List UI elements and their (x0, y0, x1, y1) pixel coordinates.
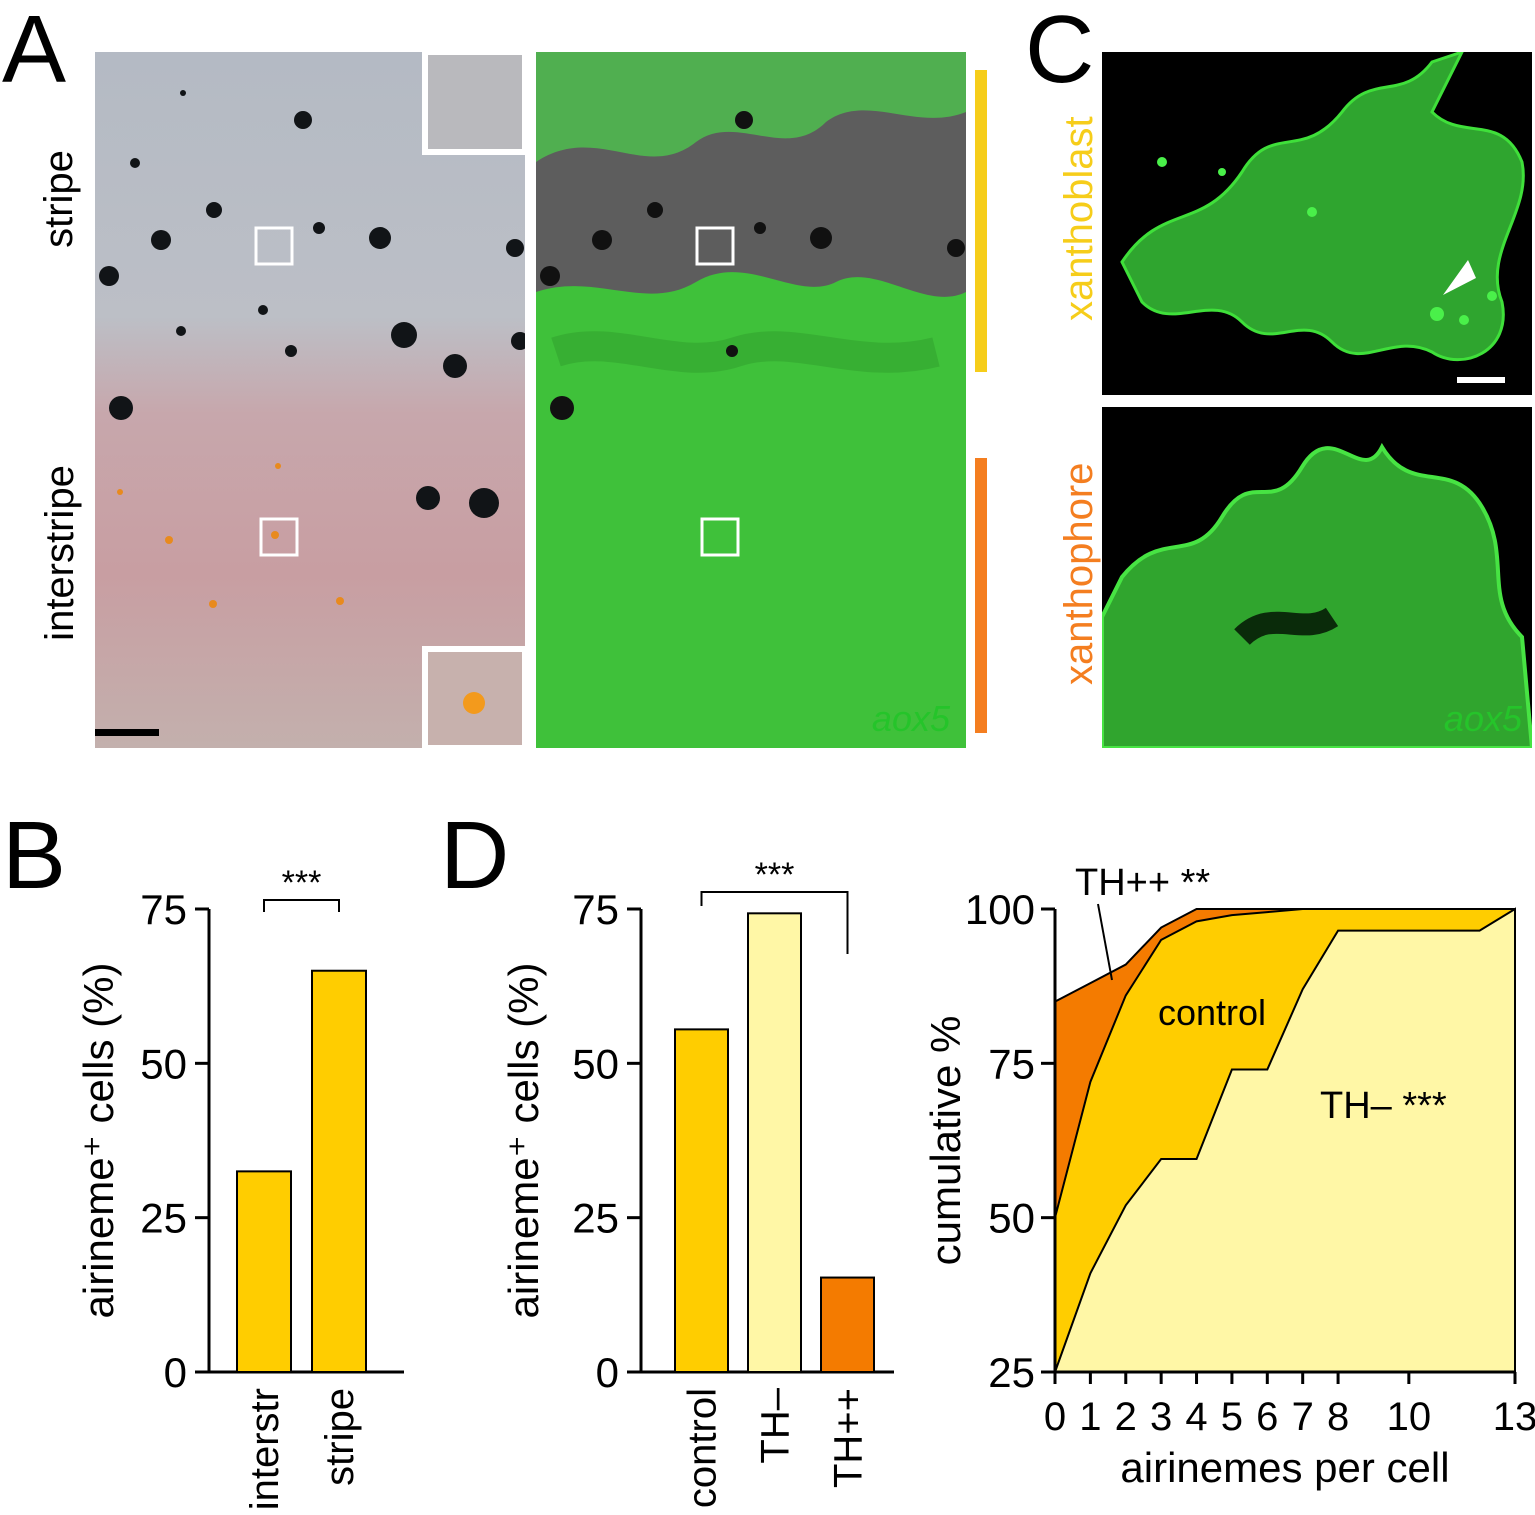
x-axis-title: airinemes per cell (1120, 1444, 1449, 1491)
significance-marker: *** (755, 856, 795, 894)
bar (820, 1276, 875, 1374)
significance-marker: *** (282, 864, 322, 902)
panel-letter-a: A (2, 0, 67, 103)
y-tick-label: 25 (140, 1195, 187, 1242)
chart-b: 0 25 50 75 interstr stripe airineme⁺ cells (%)… (75, 864, 404, 1510)
fluor-channel-label-a: aox5 (871, 698, 950, 739)
y-axis-title: airineme⁺ cells (%) (75, 963, 122, 1319)
annotation-thpp-leader (1097, 903, 1113, 981)
fluorescence-features (536, 52, 966, 748)
y-tick-label: 75 (572, 886, 619, 933)
x-tick-label: 6 (1256, 1395, 1278, 1439)
x-category-label: stripe (318, 1388, 362, 1486)
interstripe-row-label: interstripe (38, 465, 82, 641)
x-category-label: TH++ (827, 1388, 871, 1488)
chart-d-right: 25 50 75 100 0 1 2 3 4 5 6 7 8 10 13 airinemes per cell… (922, 862, 1535, 1491)
x-tick-label: 13 (1493, 1395, 1535, 1439)
y-tick-label: 50 (572, 1040, 619, 1087)
panel-letter-d: D (440, 802, 510, 909)
scale-bar-a (95, 729, 159, 736)
x-tick-label: 8 (1327, 1395, 1349, 1439)
x-category-label: interstr (243, 1388, 287, 1510)
x-tick-label: 0 (1044, 1395, 1066, 1439)
panel-letter-b: B (2, 802, 67, 909)
inset-xanthophore (463, 692, 485, 714)
significance-bracket (700, 891, 849, 954)
y-tick-label: 0 (164, 1349, 187, 1396)
xanthophores-spots (117, 463, 344, 608)
y-axis-title: cumulative % (922, 1016, 969, 1266)
xanthoblast-micrograph (1102, 52, 1532, 395)
stripe-row-label: stripe (37, 150, 81, 248)
y-tick-label: 75 (140, 886, 187, 933)
significance-bracket (263, 899, 340, 912)
chart-d-left: 0 25 50 75 control TH– TH++ airineme⁺ cells (%)… (500, 856, 894, 1508)
y-axis-title: airineme⁺ cells (%) (500, 963, 547, 1319)
x-category-label: control (681, 1388, 725, 1508)
fluor-melanophores (540, 111, 965, 420)
x-tick-label: 10 (1387, 1395, 1432, 1439)
scale-bar-c (1457, 377, 1505, 383)
bar (747, 912, 802, 1374)
melanophores (99, 90, 525, 518)
y-tick-label: 75 (988, 1040, 1035, 1087)
y-tick-label: 25 (572, 1195, 619, 1242)
xanthophore-micrograph: aox5 (1102, 407, 1532, 748)
bar (674, 1028, 729, 1373)
y-tick-label: 50 (988, 1195, 1035, 1242)
x-tick-label: 5 (1221, 1395, 1243, 1439)
brightfield-micrograph (95, 52, 525, 748)
xanthophore-cell (1102, 442, 1532, 748)
annotation-thm: TH– *** (1320, 1085, 1447, 1127)
arrowhead-marker (1443, 260, 1476, 295)
x-tick-label: 4 (1185, 1395, 1207, 1439)
bar (311, 969, 367, 1373)
area-series-TH– (1053, 907, 1516, 1373)
x-tick-label: 2 (1115, 1395, 1137, 1439)
x-category-label: TH– (754, 1387, 798, 1463)
annotation-thpp: TH++ ** (1075, 862, 1210, 904)
interstripe-roi-box (259, 517, 299, 557)
fluorescence-micrograph: aox5 (536, 52, 966, 748)
y-tick-label: 0 (596, 1349, 619, 1396)
y-tick-label: 25 (988, 1349, 1035, 1396)
xanthophore-label: xanthophore (1057, 462, 1101, 685)
stripe-inset (422, 52, 525, 155)
y-tick-label: 100 (965, 886, 1035, 933)
xanthoblast-cell (1120, 52, 1525, 383)
xanthoblast-label: xanthoblast (1057, 116, 1101, 321)
brightfield-features (95, 52, 525, 748)
stripe-roi-box (254, 226, 294, 266)
fluor-channel-label-c: aox5 (1443, 698, 1522, 739)
x-tick-label: 7 (1292, 1395, 1314, 1439)
stripe-extent-bar (975, 70, 987, 372)
x-tick-label: 3 (1150, 1395, 1172, 1439)
bar (236, 1170, 292, 1373)
x-tick-label: 1 (1079, 1395, 1101, 1439)
panel-letter-c: C (1025, 0, 1095, 103)
interstripe-extent-bar (975, 458, 987, 733)
y-tick-label: 50 (140, 1040, 187, 1087)
annotation-control: control (1158, 992, 1266, 1033)
